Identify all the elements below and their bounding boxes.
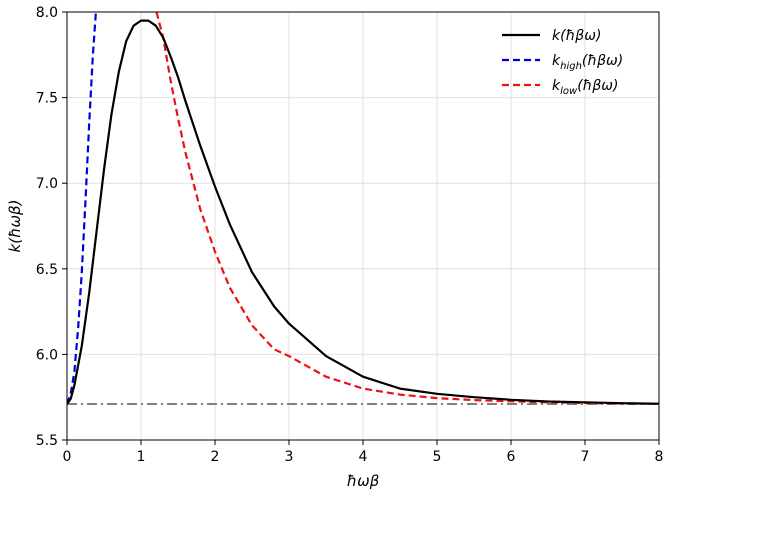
legend-tail: (ħβω) <box>582 53 623 69</box>
legend-label-high: khigh(ħβω) <box>552 53 623 72</box>
y-tick-label: 7.0 <box>36 176 58 192</box>
y-axis-label: k(ħωβ) <box>6 200 24 253</box>
legend-label-exact: k(ħβω) <box>552 28 601 44</box>
legend: k(ħβω)khigh(ħβω)klow(ħβω) <box>502 28 623 97</box>
x-tick-label: 4 <box>359 449 368 465</box>
series-line-exact <box>67 19 659 405</box>
grid <box>66 11 660 441</box>
y-tick-label: 7.5 <box>36 91 58 107</box>
legend-subscript: low <box>560 86 578 97</box>
y-tick-label: 8.0 <box>36 5 58 21</box>
y-tick-label: 5.5 <box>36 433 58 449</box>
x-tick-label: 8 <box>655 449 664 465</box>
legend-main: k <box>552 78 561 94</box>
x-tick-label: 3 <box>285 449 294 465</box>
x-tick-label: 1 <box>137 449 146 465</box>
x-tick-label: 2 <box>211 449 220 465</box>
y-tick-label: 6.0 <box>36 347 58 363</box>
series-line-high <box>67 12 97 405</box>
x-axis-label: ħωβ <box>347 472 380 490</box>
legend-main: k <box>552 53 561 69</box>
ticks: 0 1 2 3 4 5 6 7 8 5.5 6.0 6.5 7.0 7.5 8.0 <box>36 5 664 465</box>
x-tick-label: 5 <box>433 449 442 465</box>
legend-tail: (ħβω) <box>577 78 618 94</box>
x-tick-label: 0 <box>63 449 72 465</box>
x-tick-label: 6 <box>507 449 516 465</box>
series-line-low <box>155 12 659 405</box>
legend-subscript: high <box>560 61 582 72</box>
series-layer <box>67 12 659 406</box>
x-tick-label: 7 <box>581 449 590 465</box>
legend-main: k(ħβω) <box>552 28 601 44</box>
legend-label-low: klow(ħβω) <box>552 78 619 97</box>
y-tick-label: 6.5 <box>36 262 58 278</box>
